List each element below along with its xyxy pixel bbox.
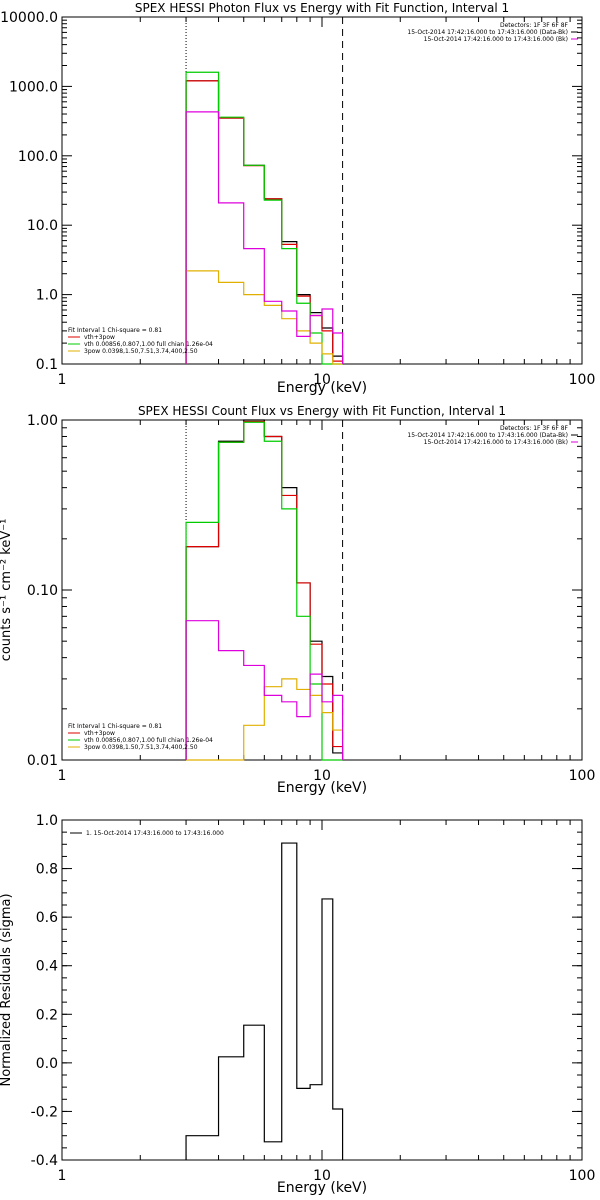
panel-3: 1 10 100 1.0 0.8 0.6 0.4 0.2 0.0 -0.2 -0.4 Energy (…: [0, 813, 595, 1196]
y-tick-label: 0.8: [36, 862, 58, 878]
y-tick-label: 1000.0: [9, 79, 58, 95]
x-tick-label: 1: [58, 1168, 67, 1184]
y-tick-label: 0.0: [36, 1056, 58, 1072]
series-4-step-line: [185, 270, 343, 365]
info-line: Detectors: 1F 3F 6F 8F: [500, 425, 569, 432]
fit-legend-line: 3pow 0.0398,1.50,7.51,3.74,400,2.50: [84, 348, 198, 355]
info-line: 15-Oct-2014 17:42:16.000 to 17:43:16.000…: [407, 432, 568, 439]
x-tick-label: 10: [313, 1168, 331, 1184]
fit-legend-line: vth 0.00856,0.807,1.00 full chian 1.26e-…: [84, 737, 213, 744]
legend-entry: 1. 15-Oct-2014 17:43:16.000 to 17:43:16.…: [86, 830, 224, 837]
y-tick-label: -0.2: [31, 1104, 58, 1120]
x-tick-label: 1: [58, 768, 67, 784]
fit-legend-line: vth+3pow: [84, 334, 115, 341]
info-line: 15-Oct-2014 17:42:16.000 to 17:43:16.000…: [424, 36, 568, 43]
y-tick-label: 0.2: [36, 1007, 58, 1023]
series-3-step-line: [185, 71, 343, 365]
y-tick-label: -0.4: [31, 1153, 58, 1169]
chart-title: SPEX HESSI Photon Flux vs Energy with Fi…: [135, 1, 509, 15]
fit-legend-line: vth 0.00856,0.807,1.00 full chian 1.26e-…: [84, 341, 213, 348]
series-1-step-line: [185, 80, 344, 364]
x-axis-label: Energy (keV): [277, 380, 367, 396]
x-tick-label: 10: [313, 768, 331, 784]
chart-title: SPEX HESSI Count Flux vs Energy with Fit…: [138, 404, 506, 418]
x-tick-label: 1: [58, 372, 67, 388]
info-line: Detectors: 1F 3F 6F 8F: [500, 22, 569, 29]
y-tick-label: 100.0: [18, 149, 58, 165]
x-axis-label: Energy (keV): [277, 780, 367, 796]
y-tick-label: 1.0: [36, 288, 58, 304]
series-1-step-line: [185, 419, 344, 760]
y-axis-label: Normalized Residuals (sigma): [0, 893, 14, 1086]
info-line: 15-Oct-2014 17:42:16.000 to 17:43:16.000…: [424, 439, 568, 446]
info-line: 15-Oct-2014 17:42:16.000 to 17:43:16.000…: [407, 29, 568, 36]
series-2-step-line: [185, 80, 344, 364]
x-tick-label: 100: [569, 1168, 596, 1184]
x-tick-label: 10: [313, 372, 331, 388]
panel-2: SPEX HESSI Count Flux vs Energy with Fit…: [0, 404, 595, 796]
y-tick-label: 0.6: [36, 910, 58, 926]
panel-1: SPEX HESSI Photon Flux vs Energy with Fi…: [0, 1, 595, 396]
fit-legend-line: Fit Interval 1 Chi-square = 0.81: [68, 327, 162, 334]
y-axis-label: counts s⁻¹ cm⁻² keV⁻¹: [0, 519, 14, 662]
series-5-step-line: [185, 111, 344, 364]
x-tick-label: 100: [569, 372, 596, 388]
y-tick-label: 0.4: [36, 959, 58, 975]
series-4-step-line: [186, 678, 344, 761]
fit-legend-line: Fit Interval 1 Chi-square = 0.81: [68, 723, 162, 730]
y-tick-label: 0.01: [27, 753, 58, 769]
fit-legend-line: 3pow 0.0398,1.50,7.51,3.74,400,2.50: [84, 744, 198, 751]
y-tick-label: 0.1: [36, 357, 58, 373]
x-axis-label: Energy (keV): [277, 1180, 367, 1196]
y-tick-label: 10.0: [27, 218, 58, 234]
y-tick-label: 1.00: [27, 413, 58, 429]
y-tick-label: 1.0: [36, 813, 58, 829]
x-tick-label: 100: [569, 768, 596, 784]
series-1-step-line: [185, 842, 344, 1160]
y-tick-label: 10000.0: [0, 10, 58, 26]
y-tick-label: 0.10: [27, 583, 58, 599]
series-5-step-line: [185, 620, 344, 760]
fit-legend-line: vth+3pow: [84, 730, 115, 737]
